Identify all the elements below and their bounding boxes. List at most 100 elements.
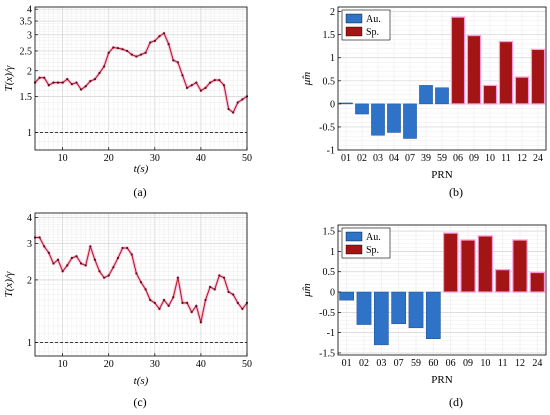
bar <box>391 291 407 324</box>
data-point <box>56 258 60 261</box>
data-point <box>181 74 184 77</box>
data-point <box>107 274 110 277</box>
data-point <box>162 298 166 302</box>
data-point <box>227 107 230 111</box>
bar <box>494 269 511 293</box>
x-tick-label: 06 <box>453 153 463 164</box>
data-point <box>144 288 147 291</box>
bar <box>477 235 494 293</box>
x-tick-label: 02 <box>357 153 367 164</box>
x-tick-label: 02 <box>359 358 369 369</box>
data-point <box>153 39 156 42</box>
data-point <box>158 307 161 310</box>
x-tick-label: 01 <box>342 358 352 369</box>
data-point <box>52 81 55 84</box>
data-point <box>61 270 64 273</box>
data-point <box>38 236 41 239</box>
panel-caption: (b) <box>449 185 463 199</box>
legend-label: Au. <box>366 232 381 243</box>
x-tick-label: 20 <box>104 359 114 370</box>
x-axis-label: t(s) <box>134 163 149 175</box>
data-point <box>213 288 216 291</box>
data-point <box>98 71 101 75</box>
bar <box>442 232 459 293</box>
data-point <box>218 79 221 82</box>
data-point <box>126 49 129 53</box>
data-point <box>70 256 73 260</box>
panel-caption: (a) <box>133 185 146 199</box>
bar <box>514 76 530 105</box>
y-tick-label: 1.5 <box>323 30 336 41</box>
y-tick-label: 4 <box>27 5 32 16</box>
data-point <box>204 298 207 302</box>
axes-frame <box>34 212 248 357</box>
x-tick-label: 24 <box>532 358 542 369</box>
data-point <box>52 262 55 265</box>
data-point <box>153 301 156 304</box>
data-point <box>218 274 221 277</box>
data-point <box>93 258 97 261</box>
y-tick-label: 2.5 <box>20 46 33 57</box>
data-point <box>116 256 120 260</box>
data-point <box>139 281 143 284</box>
bar <box>450 16 466 105</box>
data-point <box>89 245 92 248</box>
x-tick-label: 12 <box>515 358 525 369</box>
x-tick-label: 50 <box>242 153 252 164</box>
legend-label: Sp. <box>366 245 379 256</box>
data-point <box>103 65 106 68</box>
y-tick-label: 1.5 <box>323 227 336 238</box>
data-point <box>176 61 179 64</box>
legend-swatch <box>345 13 363 24</box>
y-tick-label: 2 <box>330 7 335 18</box>
bar <box>512 239 528 293</box>
axes-frame <box>337 6 547 151</box>
data-point <box>199 89 203 92</box>
data-point <box>121 48 124 51</box>
bar-panel-b: 01 02 03 04 07 39 59 06 09 10 11 12 24 -1 -0.5 0 0.5 1 1.5… <box>301 6 547 199</box>
y-tick-label: 3.5 <box>20 17 33 28</box>
y-tick-label: 2 <box>27 275 32 286</box>
bar <box>435 87 449 105</box>
x-tick-label: 20 <box>104 153 114 164</box>
panel-caption: (d) <box>449 395 463 409</box>
data-point <box>167 304 170 307</box>
data-point <box>93 78 97 81</box>
data-point <box>84 264 87 267</box>
data-point <box>43 245 46 248</box>
data-point <box>232 111 235 114</box>
data-point <box>172 296 175 299</box>
bar <box>530 48 546 105</box>
bar <box>339 291 355 301</box>
data-point <box>66 78 69 81</box>
x-axis-label: PRN <box>431 374 452 386</box>
data-point <box>139 53 143 56</box>
bar <box>373 291 389 346</box>
legend: Au. Sp. <box>341 227 391 259</box>
data-point <box>38 76 41 79</box>
bar <box>419 85 433 105</box>
x-tick-label: 10 <box>58 359 68 370</box>
data-point <box>149 298 152 302</box>
x-tick-label: 11 <box>501 153 511 164</box>
x-tick-label: 09 <box>463 358 473 369</box>
data-point <box>135 272 138 275</box>
data-point <box>204 86 207 89</box>
data-point <box>126 246 129 250</box>
data-point <box>70 83 73 86</box>
axes-frame <box>337 224 547 356</box>
x-tick-label: 10 <box>58 153 68 164</box>
y-axis-label: μ̂m <box>301 283 313 298</box>
data-point <box>107 51 110 54</box>
data-point <box>236 301 239 304</box>
x-tick-label: 30 <box>150 153 160 164</box>
y-axis-label: T(x)/γ <box>3 271 15 297</box>
x-tick-label: 07 <box>405 153 415 164</box>
data-point <box>112 46 115 49</box>
x-tick-label: 40 <box>196 153 206 164</box>
data-point <box>135 55 138 58</box>
y-tick-label: 3 <box>27 30 32 41</box>
y-tick-label: 1 <box>27 128 32 139</box>
data-point <box>181 301 184 304</box>
